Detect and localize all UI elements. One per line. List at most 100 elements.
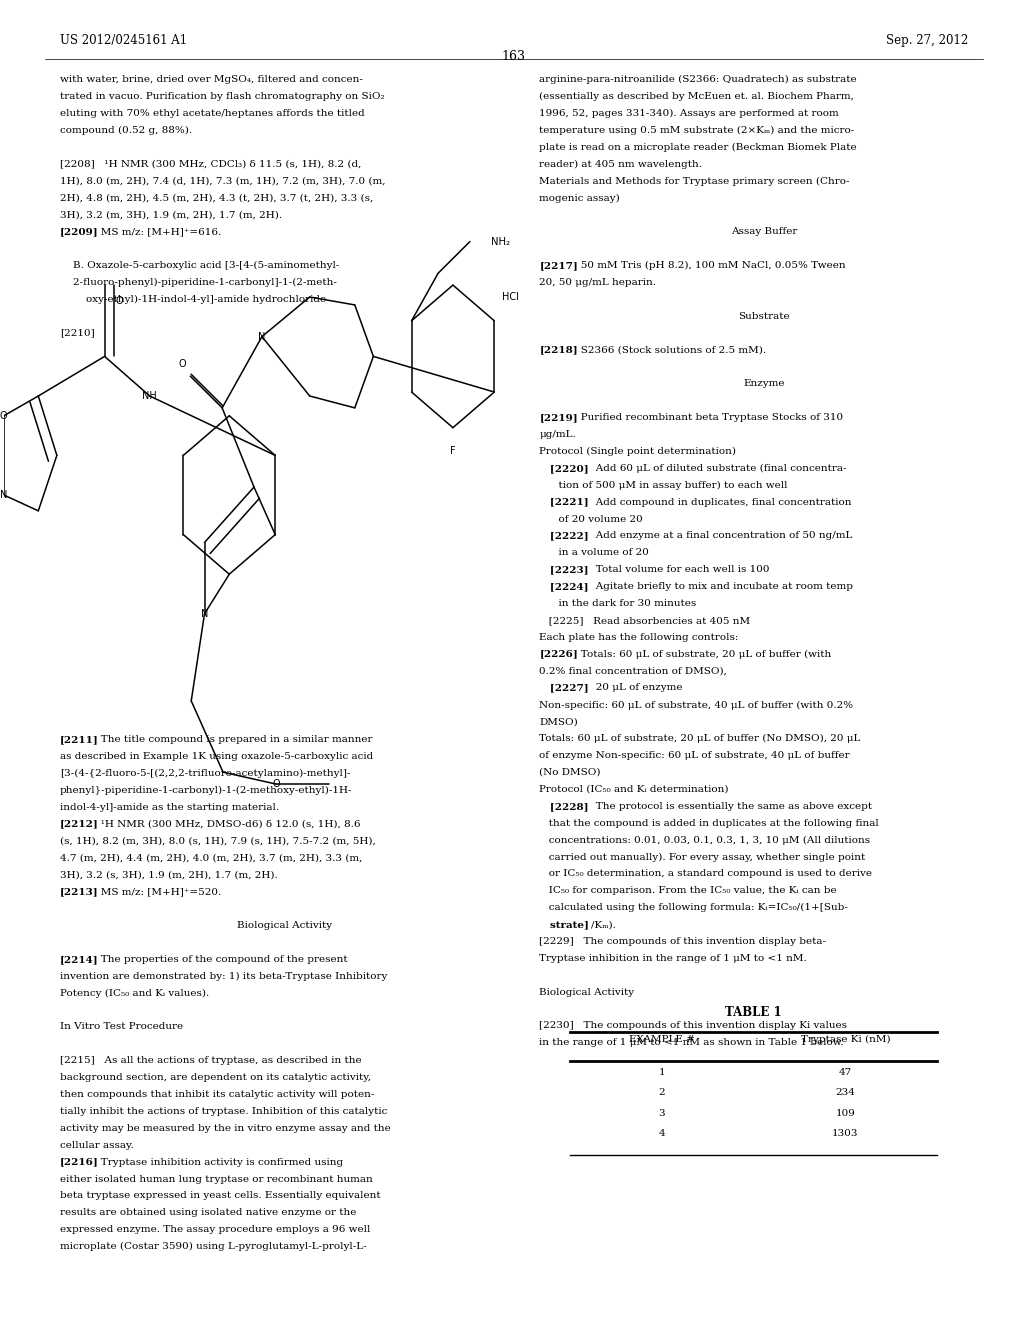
Text: eluting with 70% ethyl acetate/heptanes affords the titled: eluting with 70% ethyl acetate/heptanes … [60, 110, 365, 117]
Text: [2214]: [2214] [60, 954, 98, 964]
Text: O: O [116, 296, 123, 306]
Text: Agitate briefly to mix and incubate at room temp: Agitate briefly to mix and incubate at r… [586, 582, 853, 591]
Text: [2212]: [2212] [60, 820, 98, 829]
Text: [2227]: [2227] [540, 684, 589, 693]
Text: [2216]: [2216] [60, 1158, 98, 1167]
Text: (s, 1H), 8.2 (m, 3H), 8.0 (s, 1H), 7.9 (s, 1H), 7.5-7.2 (m, 5H),: (s, 1H), 8.2 (m, 3H), 8.0 (s, 1H), 7.9 (… [60, 837, 376, 846]
Text: HCl: HCl [502, 292, 518, 302]
Text: 4: 4 [658, 1129, 666, 1138]
Text: IC₅₀ for comparison. From the IC₅₀ value, the Kᵢ can be: IC₅₀ for comparison. From the IC₅₀ value… [540, 886, 837, 895]
Text: Materials and Methods for Tryptase primary screen (Chro-: Materials and Methods for Tryptase prima… [540, 177, 850, 186]
Text: S2366 (Stock solutions of 2.5 mM).: S2366 (Stock solutions of 2.5 mM). [570, 346, 766, 355]
Text: 1: 1 [658, 1068, 666, 1077]
Text: Tryptase inhibition activity is confirmed using: Tryptase inhibition activity is confirme… [91, 1158, 343, 1167]
Text: temperature using 0.5 mM substrate (2×Kₘ) and the micro-: temperature using 0.5 mM substrate (2×Kₘ… [540, 125, 855, 135]
Text: as described in Example 1K using oxazole-5-carboxylic acid: as described in Example 1K using oxazole… [60, 752, 373, 762]
Text: 50 mM Tris (pH 8.2), 100 mM NaCl, 0.05% Tween: 50 mM Tris (pH 8.2), 100 mM NaCl, 0.05% … [570, 261, 845, 271]
Text: [2228]: [2228] [540, 801, 589, 810]
Text: Potency (IC₅₀ and Kᵢ values).: Potency (IC₅₀ and Kᵢ values). [60, 989, 209, 998]
Text: Sep. 27, 2012: Sep. 27, 2012 [886, 34, 968, 48]
Text: The protocol is essentially the same as above except: The protocol is essentially the same as … [586, 801, 872, 810]
Text: 20 μL of enzyme: 20 μL of enzyme [586, 684, 683, 693]
Text: arginine-para-nitroanilide (S2366: Quadratech) as substrate: arginine-para-nitroanilide (S2366: Quadr… [540, 75, 857, 84]
Text: [3-(4-{2-fluoro-5-[(2,2,2-trifluoro-acetylamino)-methyl]-: [3-(4-{2-fluoro-5-[(2,2,2-trifluoro-acet… [60, 770, 350, 779]
Text: 109: 109 [836, 1109, 855, 1118]
Text: plate is read on a microplate reader (Beckman Biomek Plate: plate is read on a microplate reader (Be… [540, 143, 857, 152]
Text: tion of 500 μM in assay buffer) to each well: tion of 500 μM in assay buffer) to each … [540, 480, 787, 490]
Text: EXAMPLE #: EXAMPLE # [629, 1035, 694, 1044]
Text: trated in vacuo. Purification by flash chromatography on SiO₂: trated in vacuo. Purification by flash c… [60, 92, 385, 102]
Text: or IC₅₀ determination, a standard compound is used to derive: or IC₅₀ determination, a standard compou… [540, 870, 872, 878]
Text: [2230]   The compounds of this invention display Ki values: [2230] The compounds of this invention d… [540, 1022, 848, 1031]
Text: Totals: 60 μL of substrate, 20 μL of buffer (No DMSO), 20 μL: Totals: 60 μL of substrate, 20 μL of buf… [540, 734, 861, 743]
Text: Tryptase inhibition in the range of 1 μM to <1 nM.: Tryptase inhibition in the range of 1 μM… [540, 954, 807, 962]
Text: TABLE 1: TABLE 1 [725, 1006, 782, 1019]
Text: 2-fluoro-phenyl)-piperidine-1-carbonyl]-1-(2-meth-: 2-fluoro-phenyl)-piperidine-1-carbonyl]-… [60, 279, 337, 288]
Text: results are obtained using isolated native enzyme or the: results are obtained using isolated nati… [60, 1208, 356, 1217]
Text: Add enzyme at a final concentration of 50 ng/mL: Add enzyme at a final concentration of 5… [586, 532, 853, 540]
Text: [2210]: [2210] [60, 329, 94, 338]
Text: 0.2% final concentration of DMSO),: 0.2% final concentration of DMSO), [540, 667, 727, 676]
Text: of enzyme Non-specific: 60 μL of substrate, 40 μL of buffer: of enzyme Non-specific: 60 μL of substra… [540, 751, 850, 760]
Text: [2226]: [2226] [540, 649, 579, 659]
Text: [2220]: [2220] [540, 463, 589, 473]
Text: B. Oxazole-5-carboxylic acid [3-[4-(5-aminomethyl-: B. Oxazole-5-carboxylic acid [3-[4-(5-am… [60, 261, 339, 271]
Text: [2215]   As all the actions of tryptase, as described in the: [2215] As all the actions of tryptase, a… [60, 1056, 361, 1065]
Text: 4.7 (m, 2H), 4.4 (m, 2H), 4.0 (m, 2H), 3.7 (m, 2H), 3.3 (m,: 4.7 (m, 2H), 4.4 (m, 2H), 4.0 (m, 2H), 3… [60, 854, 362, 862]
Text: background section, are dependent on its catalytic activity,: background section, are dependent on its… [60, 1073, 371, 1082]
Text: 1303: 1303 [833, 1129, 859, 1138]
Text: F: F [451, 446, 456, 457]
Text: 47: 47 [839, 1068, 852, 1077]
Text: in a volume of 20: in a volume of 20 [540, 548, 649, 557]
Text: NH: NH [142, 391, 157, 401]
Text: N: N [258, 331, 265, 342]
Text: ¹H NMR (300 MHz, DMSO-d6) δ 12.0 (s, 1H), 8.6: ¹H NMR (300 MHz, DMSO-d6) δ 12.0 (s, 1H)… [91, 820, 360, 829]
Text: [2229]   The compounds of this invention display beta-: [2229] The compounds of this invention d… [540, 937, 826, 946]
Text: 1H), 8.0 (m, 2H), 7.4 (d, 1H), 7.3 (m, 1H), 7.2 (m, 3H), 7.0 (m,: 1H), 8.0 (m, 2H), 7.4 (d, 1H), 7.3 (m, 1… [60, 177, 385, 186]
Text: MS m/z: [M+H]⁺=520.: MS m/z: [M+H]⁺=520. [91, 887, 221, 896]
Text: The properties of the compound of the present: The properties of the compound of the pr… [91, 954, 348, 964]
Text: 3H), 3.2 (m, 3H), 1.9 (m, 2H), 1.7 (m, 2H).: 3H), 3.2 (m, 3H), 1.9 (m, 2H), 1.7 (m, 2… [60, 210, 282, 219]
Text: Purified recombinant beta Tryptase Stocks of 310: Purified recombinant beta Tryptase Stock… [570, 413, 843, 422]
Text: 3H), 3.2 (s, 3H), 1.9 (m, 2H), 1.7 (m, 2H).: 3H), 3.2 (s, 3H), 1.9 (m, 2H), 1.7 (m, 2… [60, 870, 278, 879]
Text: [2213]: [2213] [60, 887, 98, 896]
Text: Protocol (IC₅₀ and Kᵢ determination): Protocol (IC₅₀ and Kᵢ determination) [540, 785, 729, 793]
Text: [2223]: [2223] [540, 565, 589, 574]
Text: [2219]: [2219] [540, 413, 578, 422]
Text: oxy-ethyl)-1H-indol-4-yl]-amide hydrochloride: oxy-ethyl)-1H-indol-4-yl]-amide hydrochl… [60, 294, 326, 304]
Text: Enzyme: Enzyme [743, 379, 784, 388]
Text: that the compound is added in duplicates at the following final: that the compound is added in duplicates… [540, 818, 880, 828]
Text: Protocol (Single point determination): Protocol (Single point determination) [540, 447, 736, 457]
Text: [2222]: [2222] [540, 532, 589, 540]
Text: In Vitro Test Procedure: In Vitro Test Procedure [60, 1023, 183, 1031]
Text: Tryptase Ki (nM): Tryptase Ki (nM) [801, 1035, 890, 1044]
Text: then compounds that inhibit its catalytic activity will poten-: then compounds that inhibit its catalyti… [60, 1090, 375, 1100]
Text: 234: 234 [836, 1088, 855, 1097]
Text: concentrations: 0.01, 0.03, 0.1, 0.3, 1, 3, 10 μM (All dilutions: concentrations: 0.01, 0.03, 0.1, 0.3, 1,… [540, 836, 870, 845]
Text: MS m/z: [M+H]⁺=616.: MS m/z: [M+H]⁺=616. [91, 227, 221, 236]
Text: carried out manually). For every assay, whether single point: carried out manually). For every assay, … [540, 853, 865, 862]
Text: Biological Activity: Biological Activity [540, 987, 635, 997]
Text: Each plate has the following controls:: Each plate has the following controls: [540, 632, 738, 642]
Text: μg/mL.: μg/mL. [540, 430, 577, 440]
Text: 1996, 52, pages 331-340). Assays are performed at room: 1996, 52, pages 331-340). Assays are per… [540, 110, 839, 119]
Text: 163: 163 [502, 50, 526, 63]
Text: Add 60 μL of diluted substrate (final concentra-: Add 60 μL of diluted substrate (final co… [586, 463, 847, 473]
Text: in the range of 1 μM to <1 nM as shown in Table 1 below.: in the range of 1 μM to <1 nM as shown i… [540, 1039, 844, 1047]
Text: /Kₘ).: /Kₘ). [592, 920, 616, 929]
Text: US 2012/0245161 A1: US 2012/0245161 A1 [60, 34, 187, 48]
Text: 3: 3 [658, 1109, 666, 1118]
Text: O: O [272, 779, 280, 789]
Text: 20, 50 μg/mL heparin.: 20, 50 μg/mL heparin. [540, 279, 656, 286]
Text: activity may be measured by the in vitro enzyme assay and the: activity may be measured by the in vitro… [60, 1123, 391, 1133]
Text: beta tryptase expressed in yeast cells. Essentially equivalent: beta tryptase expressed in yeast cells. … [60, 1192, 381, 1200]
Text: expressed enzyme. The assay procedure employs a 96 well: expressed enzyme. The assay procedure em… [60, 1225, 371, 1234]
Text: [2218]: [2218] [540, 346, 578, 355]
Text: cellular assay.: cellular assay. [60, 1140, 134, 1150]
Text: in the dark for 30 minutes: in the dark for 30 minutes [540, 599, 696, 609]
Text: Substrate: Substrate [738, 312, 790, 321]
Text: Non-specific: 60 μL of substrate, 40 μL of buffer (with 0.2%: Non-specific: 60 μL of substrate, 40 μL … [540, 701, 854, 710]
Text: (essentially as described by McEuen et. al. Biochem Pharm,: (essentially as described by McEuen et. … [540, 92, 854, 102]
Text: Total volume for each well is 100: Total volume for each well is 100 [586, 565, 770, 574]
Text: 2: 2 [658, 1088, 666, 1097]
